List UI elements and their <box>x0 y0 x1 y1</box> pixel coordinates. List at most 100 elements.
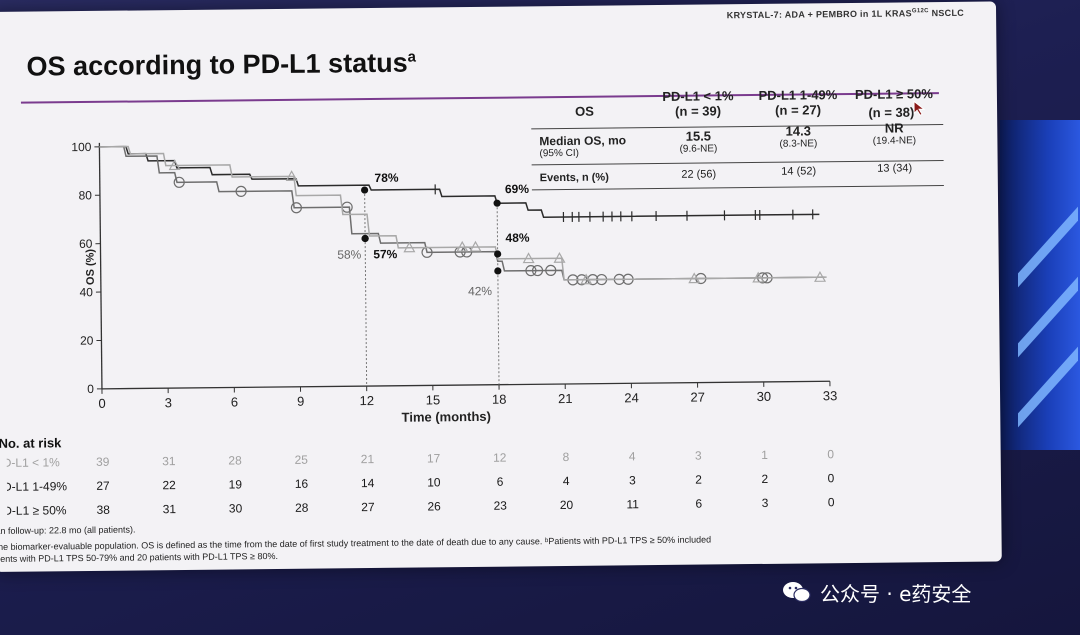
km-curve-pd-l1-1-49- <box>99 145 825 281</box>
x-tick-label: 9 <box>297 394 304 409</box>
risk-count: 27 <box>361 500 375 515</box>
risk-count: 17 <box>426 451 441 466</box>
risk-count: 28 <box>228 453 242 468</box>
risk-table-title: No. at risk <box>0 435 62 451</box>
landmark-guide-line <box>496 203 500 385</box>
landmark-label: 78% <box>374 171 398 185</box>
landmark-label: 42% <box>468 284 492 298</box>
censor-triangle <box>688 272 701 284</box>
landmark-label: 58% <box>337 248 361 262</box>
footnote-3: tients with PD-L1 TPS 50-79% and 20 pati… <box>0 551 279 564</box>
risk-row-label: PD-L1 < 1% <box>6 455 60 470</box>
y-tick-label: 60 <box>79 237 93 251</box>
stage-led-panel <box>1000 120 1080 450</box>
x-axis-line <box>101 380 830 390</box>
x-tick-label: 0 <box>98 396 105 411</box>
risk-count: 26 <box>427 499 441 514</box>
y-axis-line <box>98 142 103 389</box>
x-tick-label: 33 <box>823 388 838 403</box>
risk-count: 12 <box>493 450 507 465</box>
risk-count: 28 <box>294 500 309 515</box>
risk-count: 21 <box>360 452 375 467</box>
wechat-icon <box>783 582 811 603</box>
risk-count: 39 <box>95 454 110 469</box>
x-tick-label: 24 <box>624 390 639 405</box>
risk-count: 30 <box>228 501 243 516</box>
x-tick-label: 12 <box>360 393 375 408</box>
risk-count: 6 <box>496 474 504 489</box>
censor-triangle <box>456 240 469 252</box>
x-axis-title: Time (months) <box>402 409 491 425</box>
presentation-slide: KRYSTAL-7: ADA + PEMBRO in 1L KRASG12C N… <box>0 1 1002 572</box>
x-tick-label: 30 <box>757 389 772 404</box>
censor-circle <box>531 264 544 277</box>
risk-count: 23 <box>493 498 508 513</box>
censor-triangle <box>580 273 593 285</box>
y-tick-label: 0 <box>87 382 94 396</box>
risk-count: 2 <box>761 471 769 486</box>
x-tick-label: 18 <box>492 392 507 407</box>
risk-count: 1 <box>761 447 768 462</box>
landmark-point <box>494 250 502 258</box>
x-tick-label: 3 <box>165 395 172 410</box>
km-survival-chart: 0 20 40 60 80 100 0 3 6 9 12 15 18 21 24 27 30 33 Time (mo… <box>71 140 838 425</box>
y-tick-label: 40 <box>80 285 94 299</box>
censor-triangle <box>168 159 181 171</box>
risk-count: 8 <box>562 449 570 465</box>
led-stripe <box>1018 206 1078 288</box>
censor-triangle <box>814 271 827 282</box>
landmark-label: 57% <box>373 247 397 261</box>
y-tick-label: 100 <box>71 140 91 154</box>
x-tick-label: 27 <box>690 390 705 405</box>
watermark-text: 公众号 · e药安全 <box>820 581 972 606</box>
y-axis-title: OS (%) <box>84 248 97 286</box>
censor-triangle <box>469 240 482 252</box>
risk-count: 10 <box>427 475 441 490</box>
censor-triangle <box>553 251 566 263</box>
chart-guides <box>364 190 500 387</box>
risk-count: 31 <box>162 454 176 469</box>
risk-count: 4 <box>628 449 636 464</box>
censor-triangle <box>285 170 298 181</box>
footnote-2: the biomarker-evaluable population. OS i… <box>0 534 712 552</box>
censor-triangle <box>403 241 416 253</box>
risk-count: 0 <box>827 471 835 486</box>
mouse-cursor-icon <box>913 100 926 116</box>
censor-circle <box>290 202 303 214</box>
y-tick-label: 20 <box>80 334 94 348</box>
landmark-point <box>493 199 501 207</box>
landmark-point <box>494 267 502 275</box>
x-tick-label: 21 <box>558 391 573 406</box>
censor-circle <box>173 176 185 188</box>
km-curve-pd-l1-1- <box>99 145 827 281</box>
risk-count: 0 <box>827 495 835 510</box>
chart-curves <box>99 145 827 286</box>
censor-triangle <box>522 252 535 264</box>
risk-count: 14 <box>360 476 375 491</box>
landmark-label: 69% <box>505 182 529 196</box>
y-tick-label: 80 <box>78 188 92 202</box>
risk-count: 2 <box>695 472 702 487</box>
risk-count: 27 <box>96 478 110 493</box>
x-tick-label: 15 <box>426 392 441 407</box>
risk-count: 31 <box>162 502 177 517</box>
footnote-1: an follow-up: 22.8 mo (all patients). <box>0 524 136 536</box>
x-tick-label: 6 <box>231 394 238 409</box>
risk-count: 11 <box>626 497 639 512</box>
landmark-point <box>361 186 369 194</box>
chart-annotation-points: 78% 69% 58% 57% 48% 42% <box>337 171 530 299</box>
censor-circle <box>545 264 557 277</box>
risk-row-label: PD-L1 1-49% <box>6 479 68 494</box>
risk-count: 3 <box>694 448 702 463</box>
landmark-label: 48% <box>505 231 529 245</box>
censor-triangle <box>752 271 765 283</box>
led-stripe <box>1018 346 1078 428</box>
risk-count: 4 <box>562 473 570 489</box>
risk-count: 38 <box>96 502 110 517</box>
risk-row-label: PD-L1 ≥ 50% <box>7 503 67 518</box>
chart-axes: 0 20 40 60 80 100 0 3 6 9 12 15 18 21 24 27 30 33 Time (mo… <box>71 140 838 425</box>
risk-count: 3 <box>761 495 769 510</box>
risk-count: 6 <box>695 496 703 511</box>
km-curve-pd-l1-50- <box>99 145 820 218</box>
censor-circle <box>235 185 247 197</box>
